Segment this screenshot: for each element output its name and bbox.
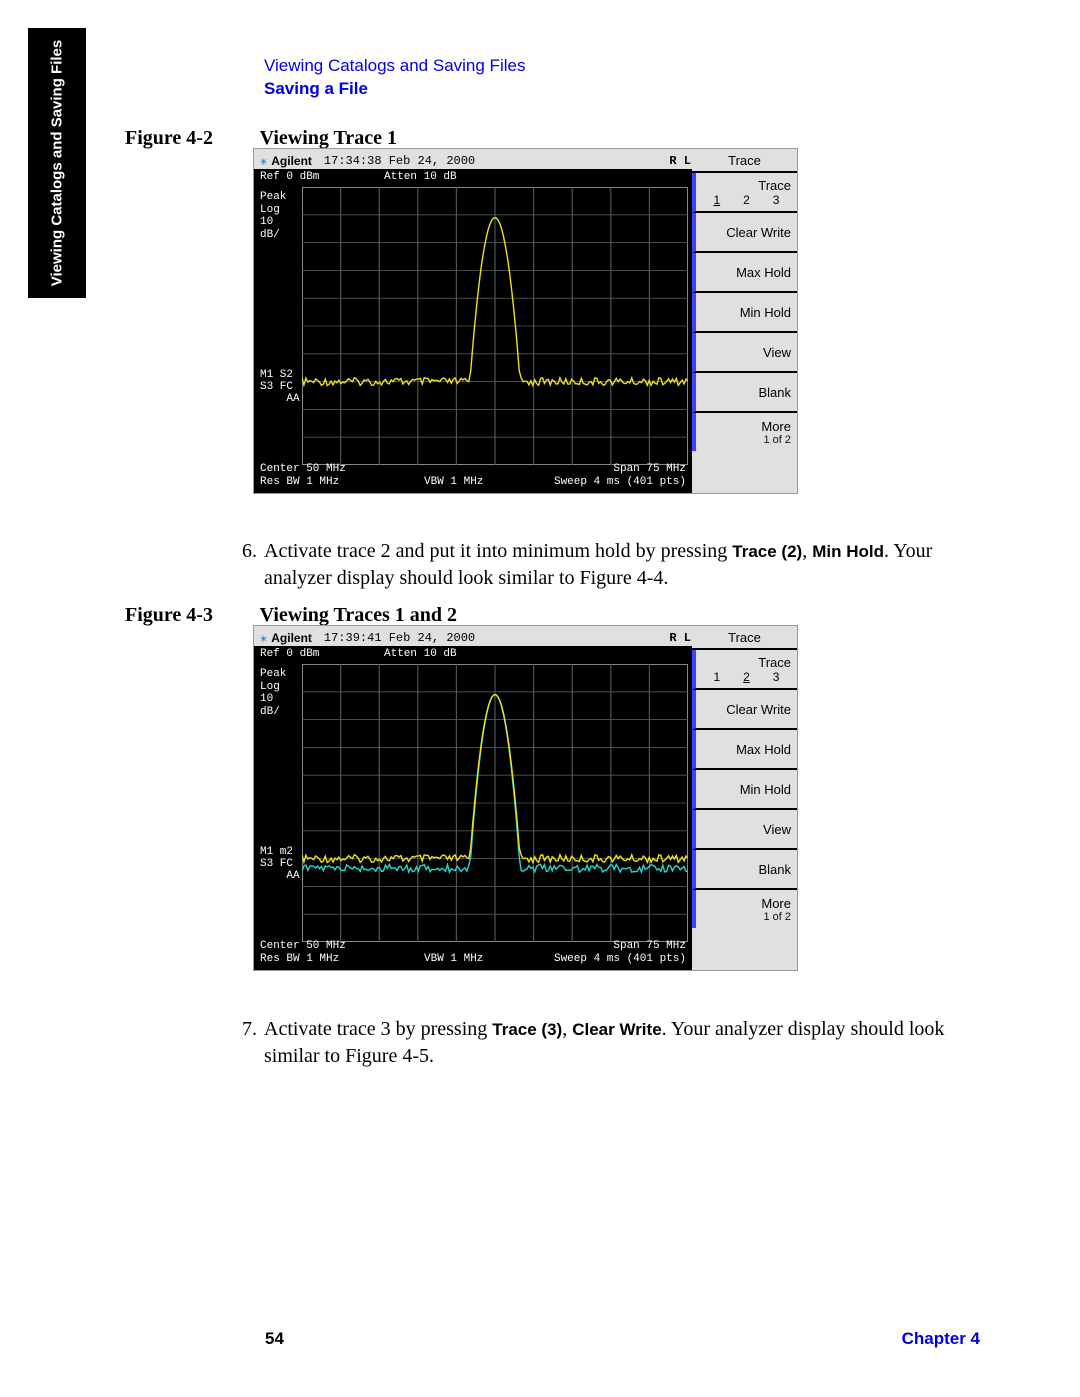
more-button[interactable]: More 1 of 2	[692, 890, 797, 928]
figure-title: Viewing Traces 1 and 2	[260, 604, 457, 626]
left-labels: Peak Log 10 dB/	[260, 668, 286, 719]
trace-svg	[302, 187, 688, 465]
figure-4-2-caption: Figure 4-2 Viewing Trace 1	[125, 127, 397, 150]
menu-title: Trace	[692, 626, 797, 650]
page-footer: 54 Chapter 4	[265, 1329, 980, 1349]
clear-write-button[interactable]: Clear Write	[692, 213, 797, 253]
trace-2: 2	[743, 670, 750, 684]
agilent-logo-icon: ✳	[260, 154, 267, 169]
graticule: Ref 0 dBm Atten 10 dB Peak Log 10 dB/ M1…	[254, 169, 692, 493]
softkey-menu: Trace Trace 1 2 3 Clear Write Max Hold M…	[692, 626, 797, 970]
marker-labels: M1 S2 S3 FC AA	[260, 369, 300, 405]
figure-title: Viewing Trace 1	[260, 127, 397, 149]
menu-title: Trace	[692, 149, 797, 173]
step-number: 7.	[242, 1016, 257, 1043]
trace-3: 3	[773, 670, 780, 684]
center-freq: Center 50 MHz	[260, 463, 346, 475]
vbw: VBW 1 MHz	[424, 476, 483, 488]
brand: Agilent	[271, 154, 312, 168]
clear-write-button[interactable]: Clear Write	[692, 690, 797, 730]
page-subtitle: Saving a File	[264, 78, 525, 101]
view-button[interactable]: View	[692, 810, 797, 850]
graticule: Ref 0 dBm Atten 10 dB Peak Log 10 dB/ M1…	[254, 646, 692, 970]
trace-2: 2	[743, 193, 750, 207]
step-number: 6.	[242, 538, 257, 565]
res-bw: Res BW 1 MHz	[260, 476, 339, 488]
res-bw: Res BW 1 MHz	[260, 953, 339, 965]
analyzer-screenshot-2: ✳ Agilent 17:39:41 Feb 24, 2000 R L Trac…	[253, 625, 798, 971]
view-button[interactable]: View	[692, 333, 797, 373]
softkey-menu: Trace Trace 1 2 3 Clear Write Max Hold M…	[692, 149, 797, 493]
agilent-logo-icon: ✳	[260, 631, 267, 646]
figure-number: Figure 4-3	[125, 604, 255, 627]
timestamp: 17:34:38 Feb 24, 2000	[324, 154, 475, 168]
trace-select-button[interactable]: Trace 1 2 3	[692, 650, 797, 690]
atten: Atten 10 dB	[384, 171, 457, 183]
span: Span 75 MHz	[613, 463, 686, 475]
breadcrumb: Viewing Catalogs and Saving Files	[264, 55, 525, 78]
min-hold-button[interactable]: Min Hold	[692, 770, 797, 810]
center-freq: Center 50 MHz	[260, 940, 346, 952]
max-hold-button[interactable]: Max Hold	[692, 730, 797, 770]
trace-1: 1	[713, 193, 720, 207]
vbw: VBW 1 MHz	[424, 953, 483, 965]
trace-label: Trace	[758, 655, 791, 670]
atten: Atten 10 dB	[384, 648, 457, 660]
ref-level: Ref 0 dBm	[260, 171, 319, 183]
trace-svg	[302, 664, 688, 942]
min-hold-button[interactable]: Min Hold	[692, 293, 797, 333]
figure-4-3-caption: Figure 4-3 Viewing Traces 1 and 2	[125, 604, 457, 627]
bottom-readouts: Center 50 MHz Span 75 MHz Res BW 1 MHz V…	[254, 940, 692, 970]
bottom-readouts: Center 50 MHz Span 75 MHz Res BW 1 MHz V…	[254, 463, 692, 493]
more-button[interactable]: More 1 of 2	[692, 413, 797, 451]
figure-number: Figure 4-2	[125, 127, 255, 150]
trace-select-button[interactable]: Trace 1 2 3	[692, 173, 797, 213]
chapter-link[interactable]: Chapter 4	[902, 1329, 980, 1349]
trace-label: Trace	[758, 178, 791, 193]
sweep: Sweep 4 ms (401 pts)	[554, 476, 686, 488]
brand: Agilent	[271, 631, 312, 645]
timestamp: 17:39:41 Feb 24, 2000	[324, 631, 475, 645]
step-7: 7. Activate trace 3 by pressing Trace (3…	[264, 1016, 980, 1070]
side-tab-label: Viewing Catalogs and Saving Files	[49, 40, 66, 286]
ref-level: Ref 0 dBm	[260, 648, 319, 660]
step-6: 6. Activate trace 2 and put it into mini…	[264, 538, 980, 592]
grid	[302, 187, 688, 465]
max-hold-button[interactable]: Max Hold	[692, 253, 797, 293]
sweep: Sweep 4 ms (401 pts)	[554, 953, 686, 965]
grid	[302, 664, 688, 942]
blank-button[interactable]: Blank	[692, 373, 797, 413]
rl-indicator: R L	[669, 631, 691, 645]
page-number: 54	[265, 1329, 284, 1348]
analyzer-screenshot-1: ✳ Agilent 17:34:38 Feb 24, 2000 R L Trac…	[253, 148, 798, 494]
blank-button[interactable]: Blank	[692, 850, 797, 890]
side-tab: Viewing Catalogs and Saving Files	[28, 28, 86, 298]
trace-3: 3	[773, 193, 780, 207]
marker-labels: M1 m2 S3 FC AA	[260, 846, 300, 882]
page-header: Viewing Catalogs and Saving Files Saving…	[264, 55, 525, 101]
rl-indicator: R L	[669, 154, 691, 168]
trace-1: 1	[713, 670, 720, 684]
span: Span 75 MHz	[613, 940, 686, 952]
left-labels: Peak Log 10 dB/	[260, 191, 286, 242]
